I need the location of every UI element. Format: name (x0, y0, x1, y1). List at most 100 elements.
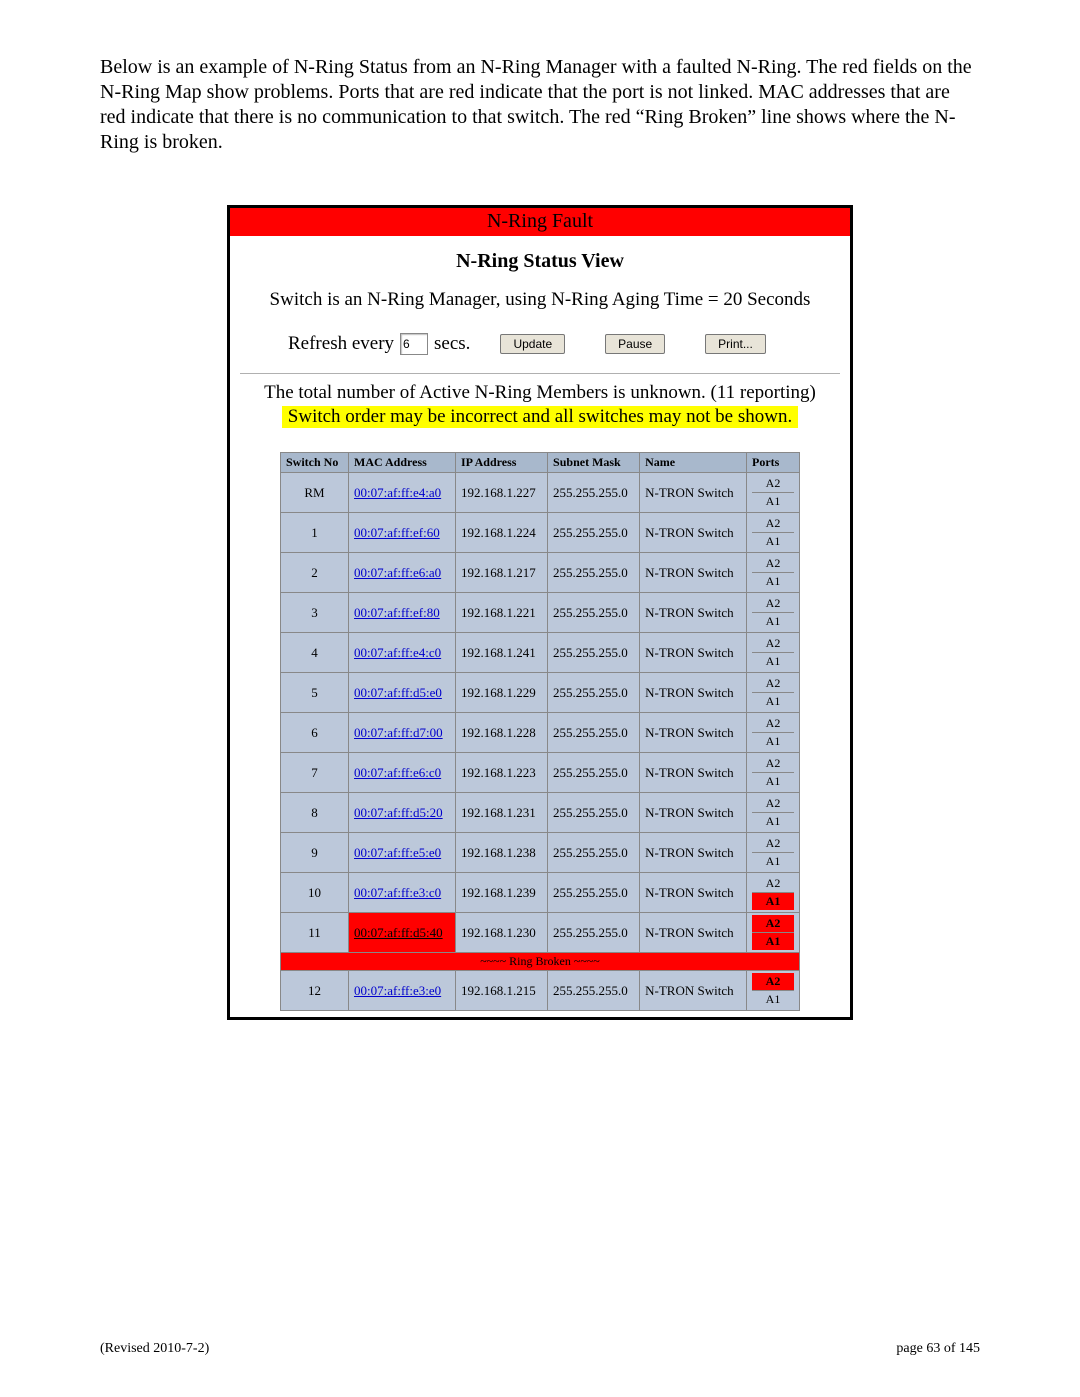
name-cell: N-TRON Switch (640, 513, 747, 553)
port-a1: A1 (752, 572, 794, 590)
refresh-seconds-input[interactable] (400, 333, 428, 355)
port-a1: A1 (752, 852, 794, 870)
ring-broken-row: ~~~~ Ring Broken ~~~~ (281, 953, 800, 971)
mac-link[interactable]: 00:07:af:ff:d5:40 (354, 925, 443, 940)
mac-cell: 00:07:af:ff:e3:e0 (349, 971, 456, 1011)
pause-button[interactable]: Pause (605, 334, 665, 354)
name-cell: N-TRON Switch (640, 873, 747, 913)
nring-table: Switch No MAC Address IP Address Subnet … (280, 452, 800, 1011)
mac-link[interactable]: 00:07:af:ff:e4:a0 (354, 485, 441, 500)
ports-cell: A2A1 (747, 473, 800, 513)
ip-cell: 192.168.1.229 (455, 673, 547, 713)
footer-revised: (Revised 2010-7-2) (100, 1341, 209, 1357)
ip-cell: 192.168.1.224 (455, 513, 547, 553)
mask-cell: 255.255.255.0 (548, 971, 640, 1011)
table-row: 300:07:af:ff:ef:80192.168.1.221255.255.2… (281, 593, 800, 633)
table-row: 11 00:07:af:ff:d5:40 192.168.1.230255.255.… (281, 913, 800, 953)
mac-link[interactable]: 00:07:af:ff:e6:a0 (354, 565, 441, 580)
mac-cell: 00:07:af:ff:e6:a0 (349, 553, 456, 593)
ip-cell: 192.168.1.239 (455, 873, 547, 913)
table-row: 600:07:af:ff:d7:00192.168.1.228255.255.2… (281, 713, 800, 753)
port-a2: A2 (752, 915, 794, 932)
ip-cell: 192.168.1.238 (455, 833, 547, 873)
port-a1: A1 (752, 652, 794, 670)
name-cell: N-TRON Switch (640, 793, 747, 833)
col-mac: MAC Address (349, 453, 456, 473)
mac-cell: 00:07:af:ff:e4:a0 (349, 473, 456, 513)
port-a2: A2 (752, 973, 794, 990)
mac-link[interactable]: 00:07:af:ff:d7:00 (354, 725, 443, 740)
mac-link[interactable]: 00:07:af:ff:d5:20 (354, 805, 443, 820)
mask-cell: 255.255.255.0 (548, 753, 640, 793)
fault-banner: N-Ring Fault (230, 208, 850, 236)
switch-no-cell: 11 (281, 913, 349, 953)
name-cell: N-TRON Switch (640, 553, 747, 593)
mask-cell: 255.255.255.0 (548, 673, 640, 713)
mac-cell: 00:07:af:ff:ef:60 (349, 513, 456, 553)
name-cell: N-TRON Switch (640, 593, 747, 633)
table-row: 5 00:07:af:ff:d5:e0 192.168.1.229255.255.2… (281, 673, 800, 713)
ports-cell: A2A1 (747, 633, 800, 673)
port-a2: A2 (752, 835, 794, 852)
mac-link[interactable]: 00:07:af:ff:ef:60 (354, 525, 440, 540)
switch-no-cell: 5 (281, 673, 349, 713)
mac-link[interactable]: 00:07:af:ff:ef:80 (354, 605, 440, 620)
mac-cell: 00:07:af:ff:d7:00 (349, 713, 456, 753)
ports-cell: A2A1 (747, 833, 800, 873)
mac-link[interactable]: 00:07:af:ff:d5:e0 (354, 685, 442, 700)
table-row: 800:07:af:ff:d5:20192.168.1.231255.255.2… (281, 793, 800, 833)
members-unknown-line: The total number of Active N-Ring Member… (230, 382, 850, 406)
mask-cell: 255.255.255.0 (548, 713, 640, 753)
mac-link[interactable]: 00:07:af:ff:e6:c0 (354, 765, 441, 780)
ip-cell: 192.168.1.230 (455, 913, 547, 953)
mac-link[interactable]: 00:07:af:ff:e3:c0 (354, 885, 441, 900)
port-a1: A1 (752, 772, 794, 790)
mask-cell: 255.255.255.0 (548, 473, 640, 513)
col-mask: Subnet Mask (548, 453, 640, 473)
nring-panel: N-Ring Fault N-Ring Status View Switch i… (227, 205, 853, 1020)
switch-no-cell: 6 (281, 713, 349, 753)
port-a2: A2 (752, 475, 794, 492)
switch-no-cell: 10 (281, 873, 349, 913)
ports-cell: A2A1 (747, 971, 800, 1011)
table-row: 700:07:af:ff:e6:c0192.168.1.223255.255.2… (281, 753, 800, 793)
col-ports: Ports (747, 453, 800, 473)
port-a2: A2 (752, 755, 794, 772)
ip-cell: 192.168.1.227 (455, 473, 547, 513)
port-a1: A1 (752, 732, 794, 750)
port-a2: A2 (752, 795, 794, 812)
mac-cell: 00:07:af:ff:d5:e0 (349, 673, 456, 713)
port-a1: A1 (752, 692, 794, 710)
table-row: 1 00:07:af:ff:ef:60 192.168.1.224255.255.2… (281, 513, 800, 553)
update-button[interactable]: Update (500, 334, 565, 354)
port-a1: A1 (752, 492, 794, 510)
ports-cell: A2A1 (747, 873, 800, 913)
table-row: 400:07:af:ff:e4:c0192.168.1.241255.255.2… (281, 633, 800, 673)
switch-no-cell: 4 (281, 633, 349, 673)
switch-no-cell: 1 (281, 513, 349, 553)
footer-page: page 63 of 145 (896, 1341, 980, 1357)
mask-cell: 255.255.255.0 (548, 513, 640, 553)
switch-no-cell: 12 (281, 971, 349, 1011)
mac-link[interactable]: 00:07:af:ff:e3:e0 (354, 983, 441, 998)
port-a1: A1 (752, 892, 794, 910)
mac-link[interactable]: 00:07:af:ff:e5:e0 (354, 845, 441, 860)
port-a1: A1 (752, 812, 794, 830)
mac-cell: 00:07:af:ff:d5:20 (349, 793, 456, 833)
mac-cell: 00:07:af:ff:d5:40 (349, 913, 456, 953)
ports-cell: A2A1 (747, 553, 800, 593)
mask-cell: 255.255.255.0 (548, 913, 640, 953)
port-a2: A2 (752, 715, 794, 732)
mac-cell: 00:07:af:ff:ef:80 (349, 593, 456, 633)
mac-link[interactable]: 00:07:af:ff:e4:c0 (354, 645, 441, 660)
table-row: 200:07:af:ff:e6:a0192.168.1.217255.255.2… (281, 553, 800, 593)
mac-cell: 00:07:af:ff:e4:c0 (349, 633, 456, 673)
refresh-prefix: Refresh every (288, 333, 394, 355)
print-button[interactable]: Print... (705, 334, 766, 354)
mask-cell: 255.255.255.0 (548, 633, 640, 673)
col-switch-no: Switch No (281, 453, 349, 473)
table-row: 1000:07:af:ff:e3:c0192.168.1.239255.255.… (281, 873, 800, 913)
port-a1: A1 (752, 612, 794, 630)
mac-cell: 00:07:af:ff:e3:c0 (349, 873, 456, 913)
table-header-row: Switch No MAC Address IP Address Subnet … (281, 453, 800, 473)
